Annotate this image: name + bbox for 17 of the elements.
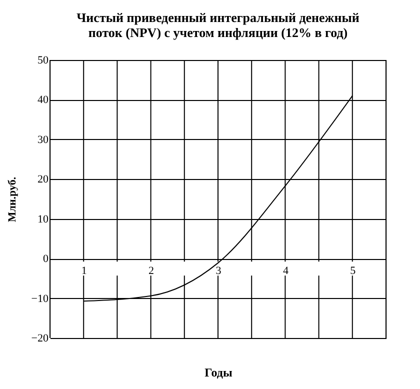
y-tick-label: 40 xyxy=(38,94,49,106)
x-axis-title: Годы xyxy=(204,366,233,380)
x-tick-label: 4 xyxy=(282,265,289,278)
x-tick-label: 2 xyxy=(148,265,154,278)
y-tick-label: 10 xyxy=(38,213,49,226)
y-tick-label: 20 xyxy=(38,174,49,186)
x-tick-label: 5 xyxy=(350,265,356,278)
x-tick-label: 1 xyxy=(81,265,87,278)
text: поток (NPV) с учетом инфляции (12% в год) xyxy=(88,25,348,40)
text: Чистый приведенный интегральный денежный xyxy=(76,10,360,25)
y-tick-label: 30 xyxy=(38,134,49,146)
x-tick-label: 3 xyxy=(216,265,222,278)
y-tick-label: −10 xyxy=(31,292,49,305)
y-tick-label: −20 xyxy=(31,332,49,344)
y-tick-label: 0 xyxy=(43,253,49,266)
y-tick-label: 50 xyxy=(38,54,49,66)
y-axis-title: Млн.руб. xyxy=(6,176,18,222)
